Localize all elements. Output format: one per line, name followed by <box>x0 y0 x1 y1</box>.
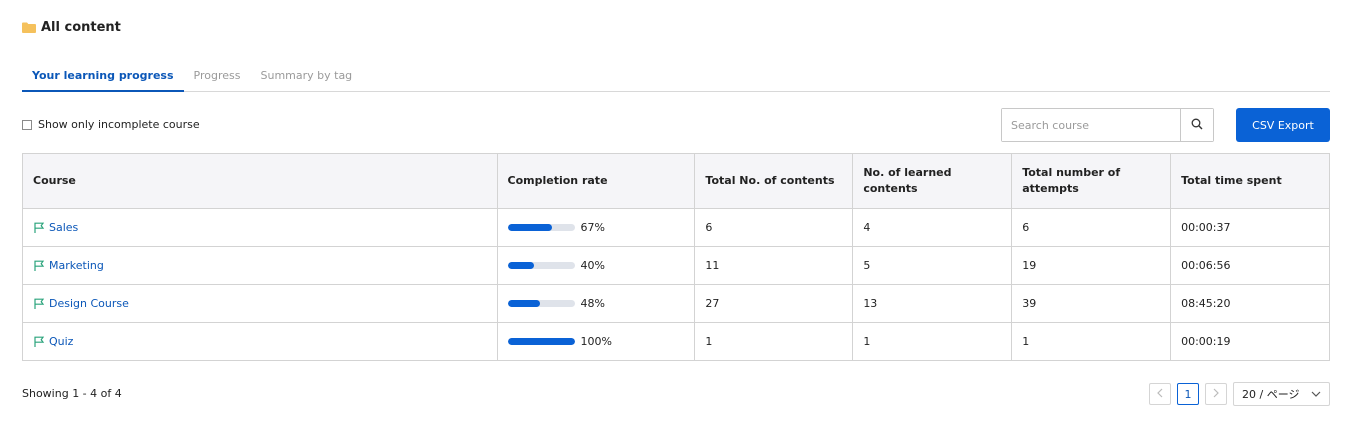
search-box <box>1001 108 1214 142</box>
progress-bar <box>507 224 575 231</box>
page-title: All content <box>22 20 121 35</box>
completion-rate: 100% <box>507 335 685 348</box>
total-contents: 11 <box>694 246 854 285</box>
learned-contents: 5 <box>852 246 1013 285</box>
showing-count: Showing 1 - 4 of 4 <box>22 387 122 400</box>
prev-page-button[interactable] <box>1149 383 1171 405</box>
course-name: Quiz <box>49 335 74 348</box>
chevron-left-icon <box>1156 388 1164 401</box>
time-spent: 00:06:56 <box>1170 246 1330 285</box>
table-header-row: Course Completion rate Total No. of cont… <box>22 153 1330 209</box>
course-link[interactable]: Marketing <box>33 259 487 272</box>
time-spent: 00:00:19 <box>1170 322 1330 361</box>
progress-bar-fill <box>507 338 575 345</box>
course-name: Design Course <box>49 297 129 310</box>
progress-bar-fill <box>507 262 535 269</box>
tab-progress[interactable]: Progress <box>193 69 241 82</box>
completion-rate-label: 100% <box>580 335 612 348</box>
progress-table: Course Completion rate Total No. of cont… <box>22 153 1330 361</box>
page-size-select[interactable]: 20 / ページ <box>1233 382 1330 406</box>
course-name: Sales <box>49 221 79 234</box>
table-row: Quiz 100% 1 1 1 00:00:19 <box>22 322 1330 361</box>
chevron-down-icon <box>1311 388 1321 401</box>
header-total-attempts: Total number of attempts <box>1011 153 1172 209</box>
header-completion-rate: Completion rate <box>496 153 696 209</box>
incomplete-filter-label: Show only incomplete course <box>38 118 200 131</box>
learned-contents: 13 <box>852 284 1013 323</box>
header-time-spent: Total time spent <box>1170 153 1330 209</box>
total-attempts: 1 <box>1011 322 1172 361</box>
completion-rate: 40% <box>507 259 685 272</box>
progress-bar <box>507 262 575 269</box>
page-title-text: All content <box>41 20 121 35</box>
flag-icon <box>33 260 45 272</box>
total-contents: 6 <box>694 208 854 247</box>
incomplete-filter[interactable]: Show only incomplete course <box>22 118 200 131</box>
tab-summary-by-tag[interactable]: Summary by tag <box>260 69 353 82</box>
tab-your-learning-progress[interactable]: Your learning progress <box>22 64 184 92</box>
course-link[interactable]: Quiz <box>33 335 487 348</box>
table-row: Sales 67% 6 4 6 00:00:37 <box>22 208 1330 247</box>
completion-rate-label: 40% <box>580 259 605 272</box>
search-button[interactable] <box>1181 109 1213 141</box>
table-row: Design Course 48% 27 13 39 08:45:20 <box>22 284 1330 323</box>
header-course: Course <box>22 153 498 209</box>
completion-rate-label: 48% <box>580 297 605 310</box>
table-row: Marketing 40% 11 5 19 00:06:56 <box>22 246 1330 285</box>
search-input[interactable] <box>1002 109 1181 141</box>
total-contents: 27 <box>694 284 854 323</box>
progress-bar <box>507 338 575 345</box>
next-page-button[interactable] <box>1205 383 1227 405</box>
page-button-current[interactable]: 1 <box>1177 383 1199 405</box>
learned-contents: 4 <box>852 208 1013 247</box>
header-learned-contents: No. of learned contents <box>852 153 1013 209</box>
flag-icon <box>33 222 45 234</box>
csv-export-button[interactable]: CSV Export <box>1236 108 1330 142</box>
folder-icon <box>22 22 36 33</box>
search-icon <box>1191 118 1203 133</box>
flag-icon <box>33 336 45 348</box>
total-attempts: 39 <box>1011 284 1172 323</box>
tab-bar: Your learning progress Progress Summary … <box>22 64 1330 92</box>
incomplete-checkbox[interactable] <box>22 119 32 130</box>
course-link[interactable]: Design Course <box>33 297 487 310</box>
header-total-contents: Total No. of contents <box>694 153 854 209</box>
page-size-value: 20 / ページ <box>1242 388 1300 401</box>
progress-bar-fill <box>507 300 540 307</box>
course-link[interactable]: Sales <box>33 221 487 234</box>
progress-bar <box>507 300 575 307</box>
completion-rate-label: 67% <box>580 221 605 234</box>
chevron-right-icon <box>1212 388 1220 401</box>
total-contents: 1 <box>694 322 854 361</box>
pagination: 1 20 / ページ <box>1149 382 1330 406</box>
total-attempts: 19 <box>1011 246 1172 285</box>
course-name: Marketing <box>49 259 104 272</box>
time-spent: 08:45:20 <box>1170 284 1330 323</box>
total-attempts: 6 <box>1011 208 1172 247</box>
flag-icon <box>33 298 45 310</box>
progress-bar-fill <box>507 224 553 231</box>
time-spent: 00:00:37 <box>1170 208 1330 247</box>
learned-contents: 1 <box>852 322 1013 361</box>
completion-rate: 48% <box>507 297 685 310</box>
completion-rate: 67% <box>507 221 685 234</box>
